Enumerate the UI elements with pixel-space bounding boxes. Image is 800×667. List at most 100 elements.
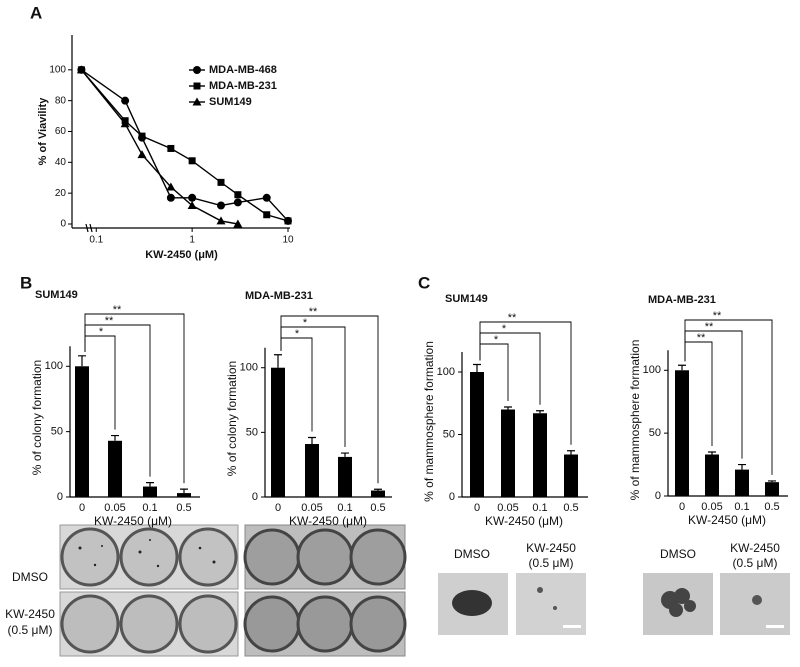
bar bbox=[470, 372, 484, 497]
error-bar bbox=[768, 480, 776, 483]
y-tick-label: 50 bbox=[649, 427, 661, 439]
significance-bracket bbox=[684, 330, 743, 459]
panel-label: C bbox=[418, 273, 430, 292]
marker bbox=[188, 193, 197, 202]
x-tick-label: 0.5 bbox=[563, 502, 578, 514]
bar bbox=[705, 454, 719, 496]
y-tick-label: 0 bbox=[252, 491, 258, 503]
x-axis-label: KW-2450 (μM) bbox=[289, 514, 367, 528]
x-tick-label: 0 bbox=[474, 502, 480, 514]
photo-label: KW-2450 bbox=[5, 607, 55, 621]
significance-bracket bbox=[280, 337, 313, 432]
marker bbox=[263, 211, 271, 219]
photo-label: KW-2450 bbox=[526, 541, 576, 555]
bar bbox=[338, 456, 352, 497]
chart-title: SUM149 bbox=[35, 289, 78, 301]
error-bar bbox=[341, 452, 349, 457]
significance-stars: ** bbox=[705, 321, 714, 333]
bar bbox=[143, 486, 157, 497]
x-axis-label: KW-2450 (μM) bbox=[94, 514, 172, 528]
y-tick-label: 20 bbox=[55, 188, 67, 199]
bar bbox=[75, 366, 89, 497]
significance-stars: ** bbox=[697, 332, 706, 344]
photo-label: KW-2450 bbox=[730, 541, 780, 555]
bar bbox=[271, 367, 285, 497]
bar bbox=[371, 490, 385, 497]
bar bbox=[564, 454, 578, 497]
y-tick-label: 100 bbox=[437, 366, 455, 378]
marker bbox=[166, 182, 176, 191]
x-tick-label: 0.1 bbox=[734, 501, 749, 513]
y-tick-label: 50 bbox=[51, 426, 63, 438]
error-bar bbox=[678, 364, 686, 371]
marker bbox=[262, 193, 271, 202]
error-bar bbox=[567, 450, 575, 455]
y-axis-label: % of mammosphere formation bbox=[628, 340, 642, 501]
x-tick-label: 1 bbox=[189, 235, 195, 246]
marker bbox=[167, 144, 175, 152]
series-line bbox=[80, 69, 238, 225]
significance-stars: * bbox=[494, 334, 499, 346]
y-tick-label: 100 bbox=[49, 64, 66, 75]
y-axis-label: % of colony formation bbox=[30, 360, 44, 475]
error-bar bbox=[308, 436, 316, 444]
significance-stars: ** bbox=[508, 312, 517, 324]
colony-plate-photo bbox=[243, 524, 407, 657]
x-tick-label: 0.5 bbox=[764, 501, 779, 513]
error-bar bbox=[374, 488, 382, 491]
y-tick-label: 0 bbox=[57, 491, 63, 503]
significance-bracket bbox=[84, 335, 116, 430]
marker bbox=[138, 132, 146, 140]
legend-label: MDA-MB-231 bbox=[209, 80, 277, 92]
significance-stars: * bbox=[303, 317, 308, 329]
photo-label: (0.5 μM) bbox=[529, 556, 574, 570]
y-tick-label: 60 bbox=[55, 126, 67, 137]
y-tick-label: 100 bbox=[643, 364, 661, 376]
x-tick-label: 0.05 bbox=[701, 501, 722, 513]
y-axis-label: % of colony formation bbox=[225, 361, 239, 476]
legend-label: MDA-MB-468 bbox=[209, 64, 277, 76]
error-bar bbox=[146, 482, 154, 487]
error-bar bbox=[274, 354, 282, 368]
x-tick-label: 0 bbox=[79, 502, 85, 514]
significance-bracket bbox=[479, 321, 572, 445]
x-tick-label: 0.1 bbox=[532, 502, 547, 514]
marker bbox=[166, 193, 175, 202]
marker bbox=[233, 198, 242, 207]
significance-bracket bbox=[280, 315, 379, 484]
panel-label: A bbox=[30, 3, 42, 22]
significance-stars: ** bbox=[105, 315, 114, 327]
bar bbox=[765, 482, 779, 496]
x-tick-label: 0.05 bbox=[497, 502, 518, 514]
significance-bracket bbox=[280, 326, 346, 448]
y-tick-label: 50 bbox=[246, 426, 258, 438]
significance-stars: ** bbox=[113, 304, 122, 316]
chart-title: MDA-MB-231 bbox=[648, 294, 716, 306]
error-bar bbox=[708, 451, 716, 455]
y-tick-label: 0 bbox=[449, 491, 455, 503]
x-tick-label: 0.05 bbox=[104, 502, 125, 514]
photo-label: (0.5 μM) bbox=[8, 623, 53, 637]
significance-bracket bbox=[84, 313, 185, 484]
marker bbox=[217, 178, 225, 186]
marker bbox=[76, 65, 86, 74]
marker bbox=[188, 157, 196, 165]
bar bbox=[108, 440, 122, 497]
marker bbox=[121, 96, 130, 105]
x-tick-label: 0.1 bbox=[89, 235, 103, 246]
y-tick-label: 100 bbox=[240, 362, 258, 374]
significance-bracket bbox=[684, 341, 713, 446]
error-bar bbox=[180, 488, 188, 494]
error-bar bbox=[473, 363, 481, 372]
x-axis-label: KW-2450 (μM) bbox=[688, 513, 766, 527]
photo-label: DMSO bbox=[454, 547, 490, 561]
x-tick-label: 10 bbox=[282, 235, 294, 246]
photo-label: (0.5 μM) bbox=[733, 556, 778, 570]
significance-stars: * bbox=[502, 323, 507, 335]
marker bbox=[187, 201, 197, 209]
y-tick-label: 50 bbox=[443, 428, 455, 440]
mammosphere-photo bbox=[438, 573, 790, 635]
marker bbox=[233, 219, 243, 228]
x-tick-label: 0.1 bbox=[142, 502, 157, 514]
